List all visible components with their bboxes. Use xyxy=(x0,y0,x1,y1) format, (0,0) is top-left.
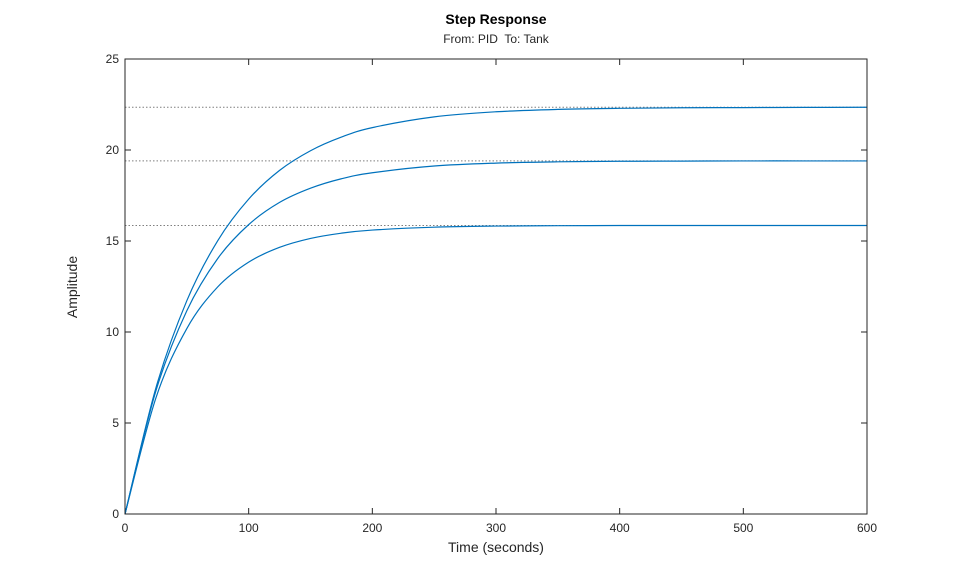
y-tick-label: 5 xyxy=(112,416,119,430)
x-tick-label: 400 xyxy=(610,521,630,535)
x-tick-label: 0 xyxy=(122,521,129,535)
y-tick-label: 15 xyxy=(106,234,120,248)
series-line-3 xyxy=(124,224,867,515)
axes-box xyxy=(124,58,868,515)
plot-background xyxy=(125,59,867,514)
x-tick-label: 300 xyxy=(486,521,506,535)
chart-subtitle: From: PID To: Tank xyxy=(443,32,550,46)
y-tick-label: 25 xyxy=(106,52,120,66)
x-tick-label: 200 xyxy=(362,521,382,535)
x-tick-label: 500 xyxy=(733,521,753,535)
series-line-1 xyxy=(124,106,868,515)
x-tick-label: 600 xyxy=(857,521,877,535)
x-axis-label: Time (seconds) xyxy=(448,539,544,555)
x-tick-label: 100 xyxy=(239,521,259,535)
series-lines xyxy=(124,106,868,515)
y-tick-label: 10 xyxy=(106,325,120,339)
y-tick-labels: 0 5 10 15 20 25 xyxy=(106,52,120,521)
series-line-2 xyxy=(124,160,867,515)
y-tick-label: 0 xyxy=(112,507,119,521)
y-axis-label: Amplitude xyxy=(64,256,80,318)
y-tick-label: 20 xyxy=(106,143,120,157)
plot-area xyxy=(124,58,868,515)
chart-title: Step Response xyxy=(445,11,546,27)
x-tick-labels: 0 100 200 300 400 500 600 xyxy=(122,521,878,535)
